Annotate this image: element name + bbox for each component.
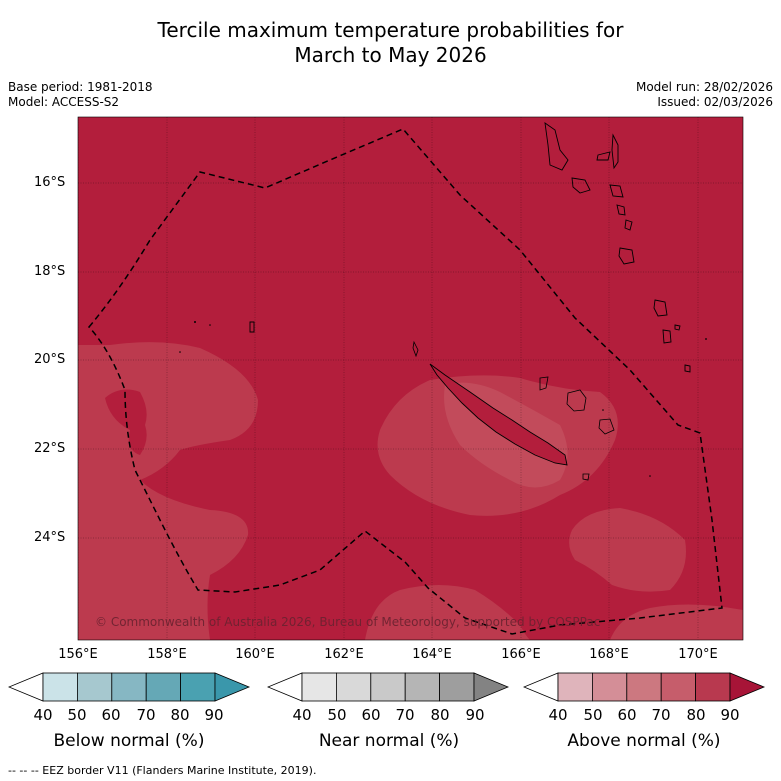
near-normal-title: Near normal (%): [318, 731, 460, 751]
lon-label-162e: 162°E: [324, 647, 364, 662]
lon-label-160e: 160°E: [235, 647, 275, 662]
graticule: [78, 117, 743, 640]
near-tick-80: 80: [430, 706, 450, 724]
near-bin-4: [439, 672, 475, 702]
above-tick-50: 50: [583, 706, 603, 724]
issued-date: Issued: 02/03/2026: [657, 95, 773, 109]
probability-region-southeast-corner: [610, 604, 743, 640]
new-caledonia-grande-terre: [429, 363, 568, 466]
lat-label-20s: 20°S: [34, 352, 66, 367]
near-bin-3: [404, 672, 440, 702]
below-bin-2: [111, 672, 147, 702]
above-bin-1: [592, 672, 628, 702]
probability-region-southeast: [569, 508, 686, 592]
below-tick-80: 80: [170, 706, 190, 724]
near-extend-low: [267, 672, 303, 702]
above-extend-high: [729, 672, 766, 702]
near-normal-colorbar: [267, 672, 510, 702]
model-name: Model: ACCESS-S2: [8, 95, 120, 109]
lon-label-168e: 168°E: [589, 647, 629, 662]
near-extend-high: [473, 672, 510, 702]
isle-of-pines: [582, 473, 590, 481]
map-frame: [77, 116, 744, 641]
lon-label-164e: 164°E: [412, 647, 452, 662]
below-tick-60: 60: [101, 706, 121, 724]
lat-label-16s: 16°S: [34, 175, 66, 190]
small-islets: [179, 321, 707, 477]
above-tick-70: 70: [651, 706, 671, 724]
belep-islands: [412, 340, 419, 358]
near-tick-90: 90: [465, 706, 485, 724]
meta-right: Model run: 28/02/2026 Issued: 02/03/2026: [636, 80, 773, 110]
lon-label-166e: 166°E: [501, 647, 541, 662]
above-bin-3: [660, 672, 696, 702]
below-bin-0: [42, 672, 78, 702]
above-bin-4: [695, 672, 731, 702]
above-tick-40: 40: [548, 706, 568, 724]
below-tick-40: 40: [33, 706, 53, 724]
eez-legend-note: -- -- -- EEZ border V11 (Flanders Marine…: [8, 764, 317, 777]
below-tick-50: 50: [67, 706, 87, 724]
above-normal-title: Above normal (%): [567, 731, 721, 751]
near-tick-70: 70: [395, 706, 415, 724]
below-extend-high: [214, 672, 251, 702]
probability-region-south: [365, 585, 530, 640]
meta-left: Base period: 1981-2018 Model: ACCESS-S2: [8, 80, 153, 110]
lon-label-170e: 170°E: [678, 647, 718, 662]
chart-title: Tercile maximum temperature probabilitie…: [0, 18, 781, 68]
model-run: Model run: 28/02/2026: [635, 80, 773, 94]
above-extend-low: [523, 672, 559, 702]
near-tick-40: 40: [292, 706, 312, 724]
eez-border: [88, 128, 723, 635]
near-bin-2: [370, 672, 406, 702]
ouvea-island: [539, 376, 549, 391]
lon-label-156e: 156°E: [58, 647, 98, 662]
below-normal-title: Below normal (%): [53, 731, 205, 751]
vanuatu-islands: [249, 122, 691, 373]
mare-island: [598, 418, 615, 435]
above-tick-60: 60: [617, 706, 637, 724]
lon-label-158e: 158°E: [147, 647, 187, 662]
title-line-2: March to May 2026: [294, 43, 487, 67]
near-tick-60: 60: [361, 706, 381, 724]
below-extend-low: [8, 672, 44, 702]
below-bin-3: [145, 672, 181, 702]
lat-label-22s: 22°S: [34, 441, 66, 456]
above-normal-colorbar: [523, 672, 766, 702]
above-bin-0: [557, 672, 593, 702]
base-period: Base period: 1981-2018: [8, 80, 153, 94]
map-credit: © Commonwealth of Australia 2026, Bureau…: [95, 615, 601, 629]
below-tick-70: 70: [136, 706, 156, 724]
near-bin-0: [301, 672, 337, 702]
below-normal-colorbar: [8, 672, 251, 702]
probability-region-west-inner: [105, 389, 147, 455]
title-line-1: Tercile maximum temperature probabilitie…: [157, 18, 624, 42]
below-bin-4: [180, 672, 216, 702]
lat-label-18s: 18°S: [34, 264, 66, 279]
below-bin-1: [77, 672, 113, 702]
lifou-island: [566, 389, 587, 412]
near-tick-50: 50: [327, 706, 347, 724]
near-bin-1: [336, 672, 372, 702]
lat-label-24s: 24°S: [34, 530, 66, 545]
above-bin-2: [626, 672, 662, 702]
above-tick-80: 80: [686, 706, 706, 724]
above-tick-90: 90: [720, 706, 740, 724]
below-tick-90: 90: [204, 706, 224, 724]
